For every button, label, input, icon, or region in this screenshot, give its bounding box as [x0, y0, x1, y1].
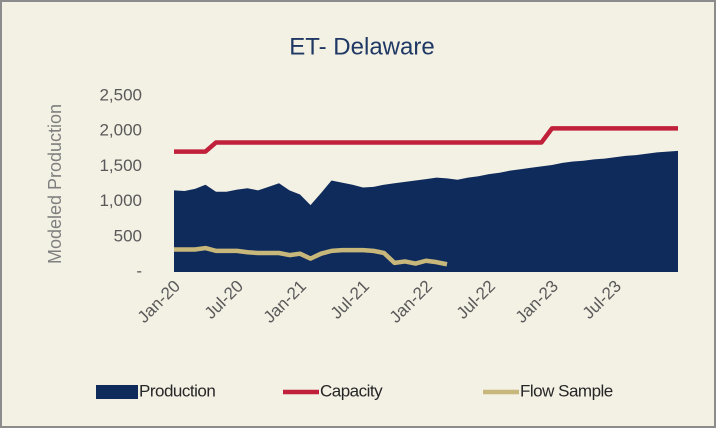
y-tick-label: 2,000	[99, 121, 142, 140]
y-tick-label: 500	[114, 226, 142, 245]
legend-swatch	[96, 385, 138, 399]
line	[174, 245, 448, 267]
y-tick-label: 1,500	[99, 156, 142, 175]
y-axis-label: Modeled Production	[45, 104, 65, 264]
legend-label: Production	[139, 381, 215, 400]
y-tick-label: 1,000	[99, 191, 142, 210]
area	[174, 150, 678, 272]
y-tick-label: -	[136, 261, 142, 280]
legend-label: Capacity	[320, 381, 383, 400]
y-tick-label: 2,500	[99, 85, 142, 104]
chart-title: ET- Delaware	[289, 33, 434, 60]
legend-label: Flow Sample	[520, 381, 613, 400]
line	[174, 126, 678, 154]
